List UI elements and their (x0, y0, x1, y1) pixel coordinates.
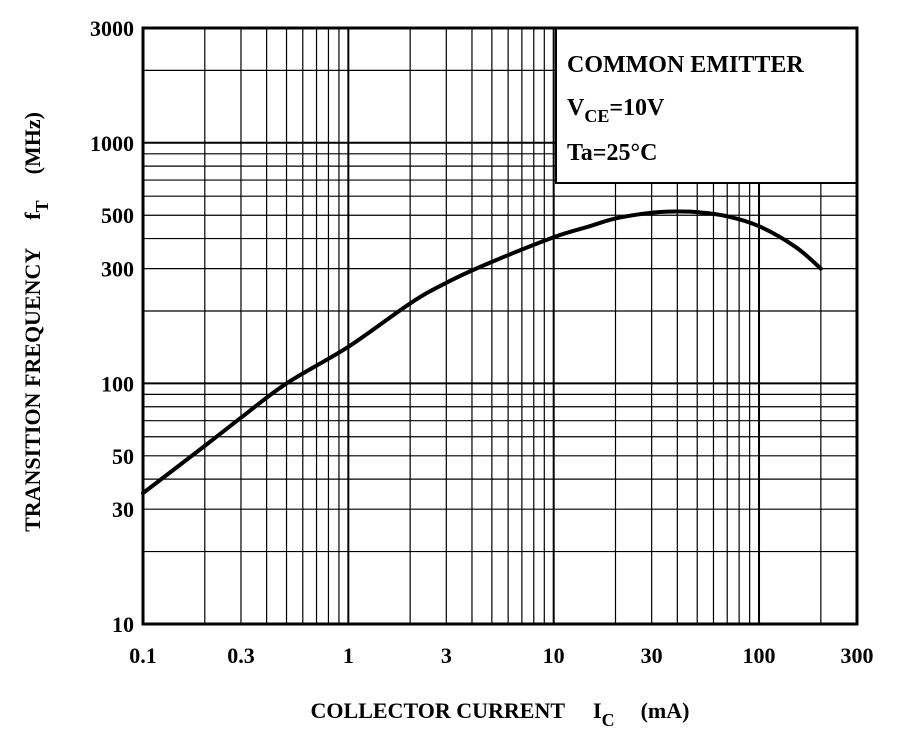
x-axis-title: COLLECTOR CURRENT IC (mA) (311, 698, 690, 730)
x-tick-label: 10 (543, 643, 565, 668)
x-tick-label: 0.3 (227, 643, 255, 668)
plot-frame (141, 26, 859, 626)
y-tick-label: 1000 (90, 131, 134, 156)
x-tick-label: 30 (641, 643, 663, 668)
y-tick-label: 30 (112, 497, 134, 522)
x-tick-label: 3 (441, 643, 452, 668)
y-tick-label: 3000 (90, 16, 134, 41)
vce-symbol: V (567, 95, 585, 121)
x-axis-symbol: I (593, 698, 602, 723)
y-tick-label: 300 (101, 257, 134, 282)
condition-common-emitter: COMMON EMITTER (567, 52, 804, 78)
y-tick-label: 100 (101, 371, 134, 396)
vce-subscript: CE (584, 106, 609, 126)
vce-value: =10V (609, 95, 665, 121)
x-tick-label: 100 (743, 643, 776, 668)
y-axis-label: TRANSITION FREQUENCY (20, 248, 45, 532)
y-tick-label: 50 (112, 444, 134, 469)
condition-vce: VCE=10V (567, 95, 665, 126)
x-tick-label: 0.1 (129, 643, 157, 668)
y-axis-unit: (MHz) (20, 112, 45, 174)
y-axis-symbol-sub: T (32, 200, 52, 212)
x-tick-label: 300 (841, 643, 874, 668)
conditions-box: COMMON EMITTER VCE=10V Ta=25°C (555, 27, 858, 184)
conditions-box-bg (555, 27, 858, 184)
x-axis-symbol-sub: C (602, 710, 615, 730)
x-tick-label: 1 (343, 643, 354, 668)
y-axis-symbol: f (20, 212, 45, 220)
condition-temperature: Ta=25°C (567, 140, 657, 166)
x-axis-label: COLLECTOR CURRENT (311, 698, 566, 723)
x-axis-unit: (mA) (641, 698, 690, 723)
y-tick-labels: 10 30 50 100 300 500 1000 3000 (90, 16, 134, 637)
y-tick-label: 500 (101, 203, 134, 228)
y-axis-title: TRANSITION FREQUENCY fT (MHz) (20, 112, 52, 532)
x-tick-labels: 0.1 0.3 1 3 10 30 100 300 (129, 643, 873, 668)
y-tick-label: 10 (112, 612, 134, 637)
fT-curve (141, 209, 823, 496)
